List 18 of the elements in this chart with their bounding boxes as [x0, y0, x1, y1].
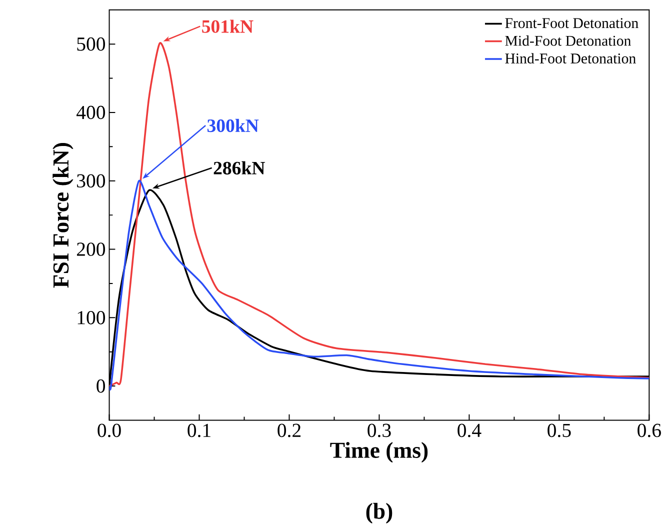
x-tick-label: 0.3 — [368, 424, 391, 438]
annotation: 501kN — [202, 20, 254, 33]
legend-label: Front-Foot Detonation — [505, 18, 638, 28]
y-axis-title: FSI Force (kN) — [52, 143, 74, 288]
x-tick-label: 0.2 — [278, 424, 301, 438]
x-tick-label: 0.0 — [98, 424, 121, 438]
y-tick-label: 200 — [76, 242, 106, 256]
x-tick-label: 0.5 — [548, 424, 571, 438]
y-tick-label: 300 — [77, 174, 106, 188]
text: (b) — [366, 502, 392, 524]
y-tick-label: 500 — [77, 37, 106, 51]
y-tick-label: 100 — [78, 310, 106, 324]
x-tick-label: 0.6 — [638, 424, 661, 438]
y-tick-label: 400 — [76, 106, 106, 120]
x-tick-label: 0.4 — [458, 424, 482, 438]
x-tick-label: 0.1 — [188, 424, 210, 438]
y-tick-label: 0 — [96, 379, 106, 393]
x-axis-title: Time (ms) — [330, 442, 428, 463]
